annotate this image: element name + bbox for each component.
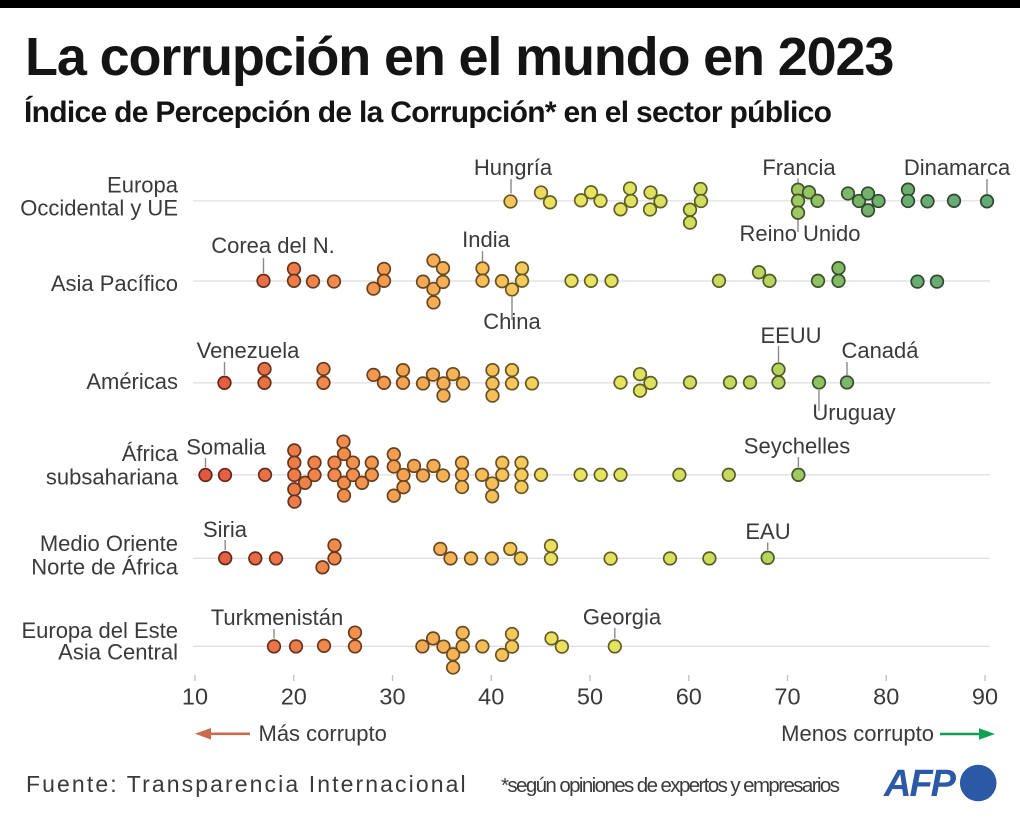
svg-text:Hungría: Hungría	[474, 155, 553, 180]
svg-text:60: 60	[676, 684, 702, 710]
svg-text:Américas: Américas	[86, 369, 178, 394]
svg-text:Europa: Europa	[107, 173, 179, 198]
svg-text:Francia: Francia	[762, 155, 836, 180]
svg-text:50: 50	[577, 684, 603, 710]
svg-text:Somalia: Somalia	[186, 435, 266, 460]
svg-text:EAU: EAU	[745, 519, 790, 544]
svg-text:30: 30	[379, 684, 405, 710]
svg-text:Más corrupto: Más corrupto	[259, 721, 387, 746]
svg-text:Asia Pacífico: Asia Pacífico	[51, 271, 178, 296]
svg-text:AFP: AFP	[883, 763, 957, 805]
svg-text:India: India	[462, 227, 510, 252]
svg-text:20: 20	[281, 684, 307, 710]
svg-text:90: 90	[972, 684, 998, 710]
svg-text:Europa del Este: Europa del Este	[21, 618, 178, 643]
svg-text:Occidental y UE: Occidental y UE	[20, 196, 178, 221]
svg-text:Dinamarca: Dinamarca	[904, 155, 1011, 180]
svg-text:Norte de África: Norte de África	[31, 554, 178, 579]
svg-text:Fuente: Transparencia Internac: Fuente: Transparencia Internacional	[26, 771, 468, 797]
svg-text:Asia Central: Asia Central	[58, 640, 178, 665]
svg-text:Menos corrupto: Menos corrupto	[781, 721, 934, 746]
svg-text:Corea del N.: Corea del N.	[211, 233, 335, 258]
svg-text:40: 40	[478, 684, 504, 710]
svg-text:80: 80	[873, 684, 899, 710]
svg-text:10: 10	[182, 684, 208, 710]
svg-text:Siria: Siria	[203, 517, 248, 542]
svg-text:*según opiniones de expertos y: *según opiniones de expertos y empresari…	[501, 774, 840, 797]
svg-text:Uruguay: Uruguay	[812, 400, 895, 425]
svg-text:China: China	[483, 309, 541, 334]
svg-text:Seychelles: Seychelles	[744, 434, 850, 459]
svg-text:EEUU: EEUU	[760, 323, 821, 348]
svg-text:Turkmenistán: Turkmenistán	[211, 605, 343, 630]
svg-text:Reino Unido: Reino Unido	[739, 221, 860, 246]
svg-text:África: África	[122, 441, 179, 466]
svg-text:Georgia: Georgia	[583, 605, 662, 630]
svg-text:70: 70	[774, 684, 800, 710]
svg-text:Canadá: Canadá	[841, 338, 919, 363]
svg-text:subsahariana: subsahariana	[46, 464, 179, 489]
svg-text:Medio Oriente: Medio Oriente	[40, 531, 178, 556]
svg-text:Venezuela: Venezuela	[197, 338, 301, 363]
